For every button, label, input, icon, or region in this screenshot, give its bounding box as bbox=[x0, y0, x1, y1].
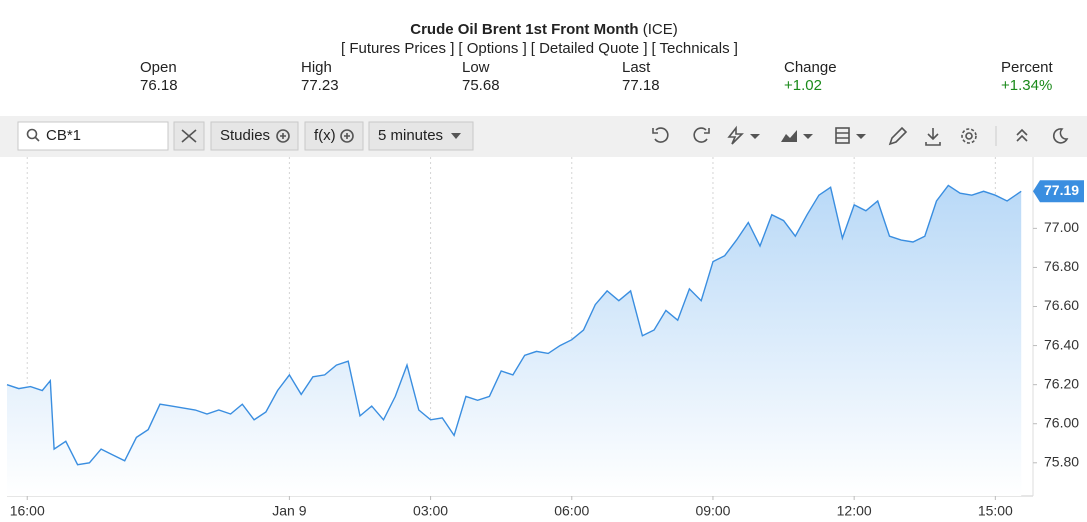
exchange: (ICE) bbox=[643, 21, 678, 38]
quote-label: Low bbox=[462, 59, 490, 76]
x-tick-label: 06:00 bbox=[554, 503, 589, 519]
search-icon bbox=[34, 136, 40, 142]
current-price-tag bbox=[1033, 180, 1084, 203]
header-link[interactable]: [ Detailed Quote ] bbox=[531, 40, 648, 57]
price-line bbox=[6, 184, 1022, 466]
current-price-label: 77.19 bbox=[1044, 182, 1079, 198]
toolbar: CB*1 Studies f(x) 5 minutes bbox=[0, 116, 1087, 157]
settings[interactable] bbox=[961, 128, 977, 144]
dropdown-arrow bbox=[750, 134, 760, 139]
fx-label: f(x) bbox=[314, 127, 336, 144]
settings bbox=[965, 132, 973, 140]
x-tick-label: 16:00 bbox=[10, 503, 45, 519]
redo[interactable] bbox=[693, 127, 710, 143]
quote-label: Percent bbox=[1001, 59, 1054, 76]
draw[interactable] bbox=[888, 126, 908, 146]
layout[interactable] bbox=[835, 127, 850, 144]
quote-label: High bbox=[301, 59, 332, 76]
y-tick-label: 76.80 bbox=[1044, 258, 1079, 274]
plus-icon bbox=[276, 129, 290, 143]
collapse[interactable] bbox=[1016, 128, 1028, 142]
quote-label: Last bbox=[622, 59, 651, 76]
symbol-input[interactable] bbox=[17, 121, 169, 151]
y-tick-label: 76.60 bbox=[1044, 297, 1079, 313]
plus-icon bbox=[280, 133, 286, 139]
plus-icon bbox=[340, 129, 354, 143]
header-link[interactable]: [ Futures Prices ] bbox=[341, 40, 454, 57]
dropdown-arrow bbox=[856, 134, 866, 139]
undo[interactable] bbox=[652, 127, 669, 143]
quote-value: 77.23 bbox=[301, 77, 339, 94]
dropdown-arrow bbox=[451, 133, 461, 139]
title: Crude Oil Brent 1st Front Month (ICE) bbox=[410, 21, 678, 38]
area bbox=[7, 185, 1022, 496]
layout bbox=[836, 132, 849, 139]
quote-value: +1.02 bbox=[784, 77, 822, 94]
quote-value: 75.68 bbox=[462, 77, 500, 94]
interval-label: 5 minutes bbox=[378, 127, 443, 144]
x-tick-label: Jan 9 bbox=[272, 503, 306, 519]
quote-value: +1.34% bbox=[1001, 77, 1052, 94]
y-tick-label: 76.40 bbox=[1044, 336, 1079, 352]
quote-value: 76.18 bbox=[140, 77, 178, 94]
y-tick-label: 76.00 bbox=[1044, 414, 1079, 430]
compare-icon bbox=[181, 129, 197, 143]
chart-type[interactable] bbox=[781, 130, 797, 142]
quote-label: Open bbox=[140, 59, 177, 76]
theme[interactable] bbox=[1052, 128, 1069, 144]
y-tick-label: 77.00 bbox=[1044, 219, 1079, 235]
studies-label: Studies bbox=[220, 127, 270, 144]
plus-icon bbox=[344, 133, 350, 139]
header-link[interactable]: [ Technicals ] bbox=[651, 40, 737, 57]
y-tick-label: 76.20 bbox=[1044, 375, 1079, 391]
events[interactable] bbox=[727, 125, 744, 145]
x-tick-label: 09:00 bbox=[695, 503, 730, 519]
quote-label: Change bbox=[784, 59, 837, 76]
x-tick-label: 12:00 bbox=[837, 503, 872, 519]
x-tick-label: 15:00 bbox=[978, 503, 1013, 519]
title-name: Crude Oil Brent 1st Front Month bbox=[410, 21, 638, 38]
x-tick-label: 03:00 bbox=[413, 503, 448, 519]
plot: 16:00 Jan 9 03:00 06:00 09:00 12:00 15:00 75.80… bbox=[6, 157, 1084, 519]
search-icon bbox=[26, 128, 38, 140]
quote-value: 77.18 bbox=[622, 77, 660, 94]
links: [ Futures Prices ][ Options ] [ Detailed … bbox=[341, 40, 738, 57]
download[interactable] bbox=[925, 128, 941, 146]
dropdown-arrow bbox=[803, 134, 813, 139]
y-tick-label: 75.80 bbox=[1044, 453, 1079, 469]
symbol: CB*1 bbox=[46, 127, 81, 144]
header-link[interactable]: [ Options ] bbox=[458, 40, 526, 57]
